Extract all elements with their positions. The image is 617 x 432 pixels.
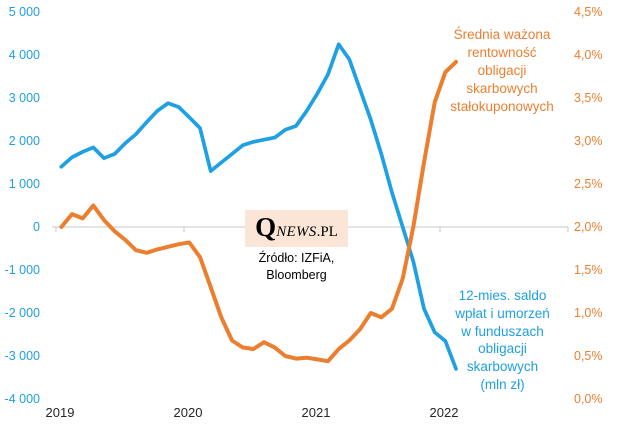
x-axis-label: 2020 <box>174 405 203 420</box>
right-axis-label: 1,0% <box>574 306 603 320</box>
flows-annotation: 12-mies. saldo wpłat i umorzeń w fundusz… <box>455 288 550 392</box>
left-axis-label: 3 000 <box>9 91 40 105</box>
left-axis-label: 1 000 <box>9 177 40 191</box>
x-axis-label: 2022 <box>430 405 459 420</box>
left-axis-label: -1 000 <box>5 263 40 277</box>
logo-news: NEWS <box>276 224 317 240</box>
x-axis-label: 2021 <box>302 405 331 420</box>
left-axis-label: 5 000 <box>9 5 40 19</box>
left-axis-label: 0 <box>33 220 40 234</box>
right-axis-label: 3,5% <box>574 91 603 105</box>
flows-series-line <box>59 42 458 371</box>
right-axis-label: 3,0% <box>574 134 603 148</box>
right-axis-label: 4,5% <box>574 5 603 19</box>
yield-series-line <box>59 59 458 364</box>
logo-pl: .PL <box>316 224 338 240</box>
right-axis-label: 0,0% <box>574 392 603 406</box>
right-axis-label: 2,0% <box>574 220 603 234</box>
source-note: Źródło: IZFiA, Bloomberg <box>258 251 335 282</box>
left-axis-label: -4 000 <box>5 392 40 406</box>
yield-annotation: Średnia ważona rentowność obligacji skar… <box>450 27 554 114</box>
right-axis-label: 4,0% <box>574 48 603 62</box>
right-axis-label: 2,5% <box>574 177 603 191</box>
right-axis-label: 0,5% <box>574 349 603 363</box>
qnews-logo: QNEWS.PL <box>245 210 348 247</box>
left-axis-label: -3 000 <box>5 349 40 363</box>
left-axis-label: 2 000 <box>9 134 40 148</box>
left-axis-label: 4 000 <box>9 48 40 62</box>
x-axis-label: 2019 <box>46 405 75 420</box>
right-axis-label: 1,5% <box>574 263 603 277</box>
left-axis-label: -2 000 <box>5 306 40 320</box>
logo-q: Q <box>255 212 277 242</box>
